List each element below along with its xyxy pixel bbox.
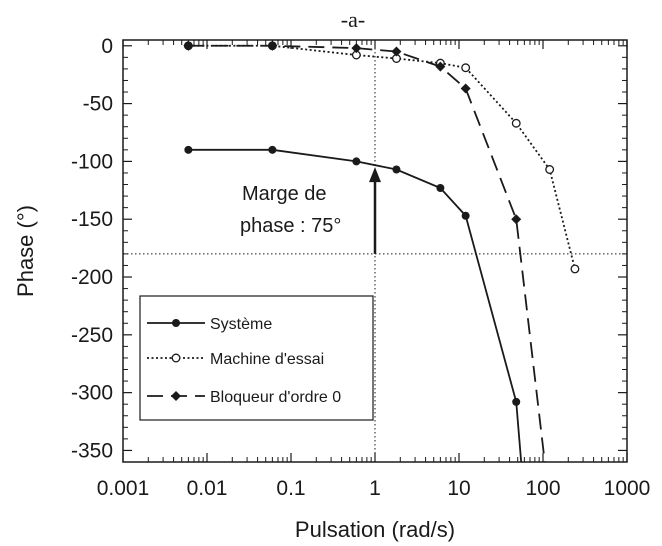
series-layer (183, 40, 580, 463)
data-point-series-2 (511, 214, 522, 225)
series-line-0 (188, 148, 523, 463)
x-tick-label: 1 (369, 477, 381, 500)
x-tick-label: 1000 (604, 477, 651, 500)
x-tick-label: 0.1 (276, 477, 305, 500)
x-tick-label: 0.01 (187, 477, 228, 500)
x-tick-label: 100 (525, 477, 560, 500)
x-tick-labels: 0.001 0.01 0.1 1 10 100 1000 (97, 477, 651, 500)
legend-label-bloqueur: Bloqueur d'ordre 0 (210, 389, 341, 406)
legend: Système Machine d'essai Bloqueur d'ordre… (139, 295, 374, 421)
y-tick-labels: 0 -50 -100 -150 -200 -250 -300 -350 (71, 35, 113, 463)
y-tick-label: -50 (83, 93, 113, 116)
legend-marker-0 (172, 319, 180, 327)
annotation-arrow-head (369, 167, 381, 183)
data-point-series-1 (461, 63, 471, 73)
y-tick-label: -200 (71, 266, 113, 289)
data-point-series-0 (461, 211, 470, 220)
axis-ticks (122, 40, 628, 463)
legend-symbols (147, 319, 205, 401)
y-tick-label: -350 (71, 439, 113, 462)
y-tick-label: -300 (71, 382, 113, 405)
legend-marker-1 (171, 353, 181, 363)
y-axis-title: Phase (°) (13, 205, 38, 297)
data-point-series-2 (351, 43, 362, 54)
series-line-2 (188, 44, 546, 463)
legend-label-systeme: Système (210, 316, 272, 333)
y-tick-label: -100 (71, 150, 113, 173)
y-tick-label: -250 (71, 324, 113, 347)
x-tick-label: 0.001 (97, 477, 150, 500)
data-point-series-1 (570, 264, 580, 274)
y-tick-label: -150 (71, 208, 113, 231)
x-tick-label: 10 (447, 477, 470, 500)
annotation-line2: phase : 75° (240, 215, 341, 237)
data-point-series-0 (436, 183, 445, 192)
data-point-series-0 (392, 165, 401, 174)
data-point-series-2 (391, 46, 402, 57)
data-point-series-0 (352, 157, 361, 166)
data-point-series-2 (183, 40, 194, 51)
data-point-series-1 (511, 118, 521, 128)
data-point-series-1 (545, 165, 555, 174)
x-axis-title: Pulsation (rad/s) (295, 517, 455, 542)
annotation-line1: Marge de (242, 183, 327, 205)
legend-label-machine: Machine d'essai (210, 351, 324, 368)
data-point-series-2 (460, 83, 471, 94)
data-point-series-2 (267, 40, 278, 51)
data-point-series-0 (268, 145, 277, 154)
data-point-series-0 (184, 145, 193, 154)
data-point-series-0 (512, 397, 521, 406)
data-point-series-2 (435, 61, 446, 72)
legend-marker-2 (171, 391, 181, 401)
y-tick-label: 0 (101, 35, 113, 58)
chart-title: -a- (341, 7, 365, 32)
annotation: Marge de phase : 75° (240, 167, 381, 254)
